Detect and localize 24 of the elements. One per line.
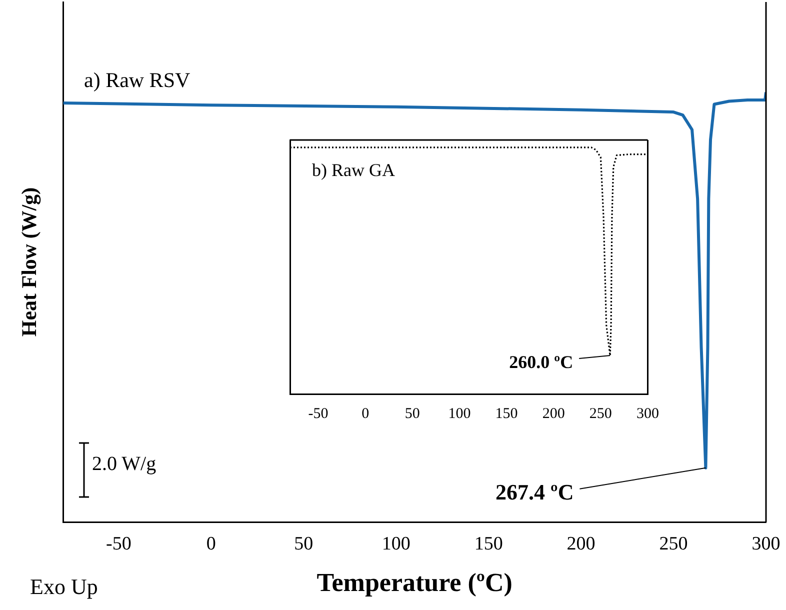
- x-tick-label: 100: [448, 406, 471, 422]
- annotation: b) Raw GA: [312, 160, 395, 181]
- x-tick-label: -50: [106, 533, 132, 554]
- x-tick-label: 200: [542, 406, 565, 422]
- x-tick-label: 250: [589, 406, 612, 422]
- x-tick-label: 300: [636, 406, 659, 422]
- x-tick-label: 100: [382, 533, 410, 554]
- x-tick-label: 50: [404, 406, 420, 422]
- x-tick-label: 150: [474, 533, 503, 554]
- x-tick-label: -50: [308, 406, 328, 422]
- annotation: 267.4 ºC: [496, 480, 574, 505]
- x-tick-label: 150: [495, 406, 518, 422]
- annotation: 260.0 ºC: [509, 352, 574, 372]
- x-tick-label: 0: [206, 533, 216, 554]
- text: Exo Up: [30, 574, 98, 600]
- x-tick-label: 0: [362, 406, 370, 422]
- y-axis-title: Heat Flow (W/g): [17, 187, 42, 337]
- x-axis-title: Temperature (ºC): [316, 568, 512, 598]
- x-tick-label: 250: [659, 533, 688, 554]
- x-tick-label: 50: [294, 533, 314, 554]
- annotation: 2.0 W/g: [92, 453, 156, 476]
- x-tick-label: 300: [752, 533, 780, 554]
- x-tick-label: 200: [566, 533, 596, 554]
- text: a) Raw RSV: [84, 68, 190, 93]
